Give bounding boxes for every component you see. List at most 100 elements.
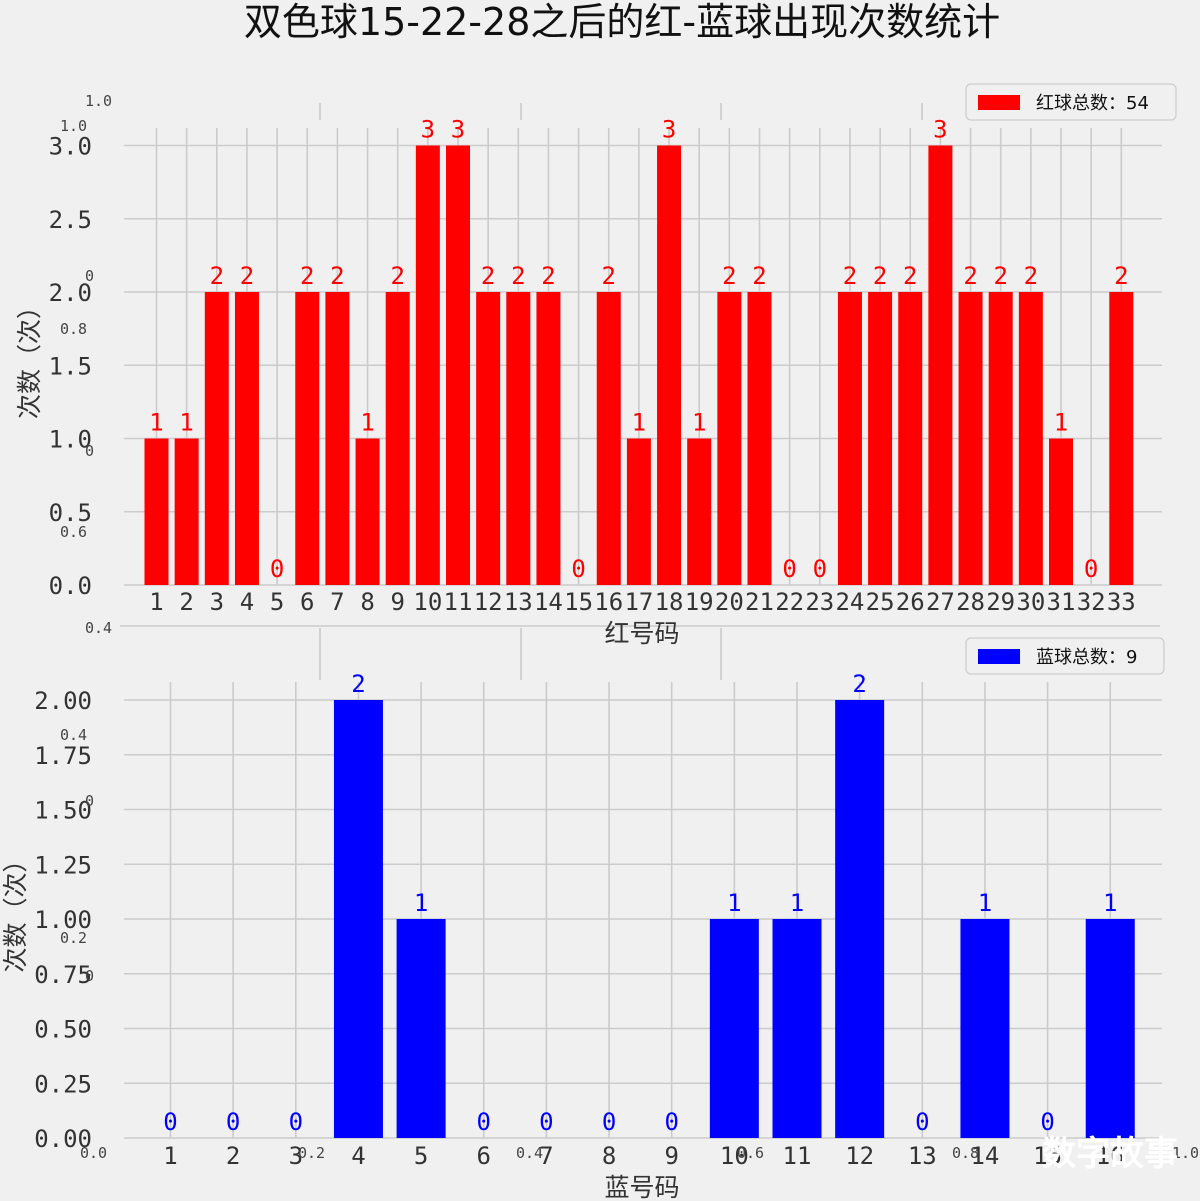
bar-value-label: 1: [1103, 889, 1117, 917]
legend-swatch: [978, 95, 1020, 110]
ghost-tick: 0: [85, 442, 94, 460]
bar: [325, 292, 350, 585]
bar-value-label: 1: [790, 889, 804, 917]
ghost-tick: 0.4: [85, 619, 112, 637]
ghost-tick: 0: [85, 267, 94, 285]
y-axis-label: 次数（次）: [15, 294, 44, 419]
ghost-tick: 0.2: [60, 929, 87, 947]
x-tick-label: 9: [390, 588, 404, 616]
bar-value-label: 2: [752, 262, 766, 290]
bar: [204, 292, 229, 585]
x-tick-label: 10: [720, 1142, 749, 1170]
x-tick-label: 33: [1107, 588, 1136, 616]
x-axis-label: 蓝号码: [604, 1173, 679, 1201]
bar-value-label: 0: [813, 555, 827, 583]
x-tick-label: 21: [745, 588, 774, 616]
bar-value-label: 2: [330, 262, 344, 290]
bar: [506, 292, 531, 585]
bar-value-label: 1: [1054, 409, 1068, 437]
y-tick-label: 0.0: [49, 572, 92, 600]
bar: [385, 292, 410, 585]
bar: [295, 292, 320, 585]
x-tick-label: 14: [534, 588, 563, 616]
x-tick-label: 11: [783, 1142, 812, 1170]
bar: [333, 700, 383, 1138]
bar-value-label: 2: [1024, 262, 1038, 290]
x-tick-label: 7: [330, 588, 344, 616]
bar-value-label: 3: [933, 116, 947, 144]
bar: [415, 145, 440, 585]
x-tick-label: 1: [149, 588, 163, 616]
x-tick-label: 2: [226, 1142, 240, 1170]
bar-value-label: 2: [1114, 262, 1128, 290]
y-tick-label: 2.00: [34, 687, 92, 715]
bar: [1109, 292, 1134, 585]
bar-value-label: 0: [226, 1108, 240, 1136]
bar: [476, 292, 501, 585]
bar-value-label: 0: [571, 555, 585, 583]
bar: [657, 145, 682, 585]
ghost-tick: 0.6: [60, 523, 87, 541]
legend-label: 红球总数：54: [1036, 93, 1149, 114]
x-tick-label: 29: [986, 588, 1015, 616]
bar-value-label: 1: [978, 889, 992, 917]
ghost-tick: 0: [85, 967, 94, 985]
x-tick-label: 14: [970, 1142, 999, 1170]
x-tick-label: 8: [602, 1142, 616, 1170]
ghost-tick: 0.4: [60, 726, 87, 744]
x-tick-label: 12: [845, 1142, 874, 1170]
x-tick-label: 19: [685, 588, 714, 616]
legend-box: [965, 637, 1165, 675]
bar-value-label: 2: [602, 262, 616, 290]
legend-swatch: [978, 649, 1020, 664]
y-tick-label: 0.5: [49, 499, 92, 527]
x-tick-label: 25: [866, 588, 895, 616]
bar-value-label: 2: [852, 670, 866, 698]
x-tick-label: 31: [1047, 588, 1076, 616]
x-tick-label: 6: [300, 588, 314, 616]
ghost-tick: 0: [85, 792, 94, 810]
bar: [1018, 292, 1043, 585]
bar: [958, 292, 983, 585]
ghost-left-ticks: 1.0 1.0 0 0.8 0 0.6 0.4 0.4 0 0.2 0 0.0: [60, 92, 112, 1162]
x-tick-label: 9: [664, 1142, 678, 1170]
legend-label: 蓝球总数：9: [1036, 647, 1137, 668]
y-tick-label: 1.5: [49, 352, 92, 380]
bar: [234, 292, 259, 585]
bar-value-label: 1: [727, 889, 741, 917]
x-tick-label: 3: [289, 1142, 303, 1170]
y-tick-label: 1.25: [34, 851, 92, 879]
bar-value-label: 1: [632, 409, 646, 437]
ghost-tick: 1.0: [60, 117, 87, 135]
x-tick-label: 4: [240, 588, 254, 616]
blue-ball-plot: 0.000.250.500.751.001.251.501.752.000 0 02…: [1, 637, 1165, 1201]
bar-value-label: 0: [270, 555, 284, 583]
bar-value-label: 2: [903, 262, 917, 290]
bar: [596, 292, 621, 585]
x-tick-label: 7: [539, 1142, 553, 1170]
x-tick-label: 13: [504, 588, 533, 616]
y-tick-label: 2.0: [49, 279, 92, 307]
bar-value-label: 1: [360, 409, 374, 437]
y-tick-label: 1.00: [34, 906, 92, 934]
ghost-tick: 1.0: [1172, 1144, 1199, 1162]
y-tick-label: 0.25: [34, 1070, 92, 1098]
bar-value-label: 2: [210, 262, 224, 290]
bar: [709, 919, 759, 1138]
bar: [536, 292, 561, 585]
ghost-bottom-ticks: 0.2 0.4 0.6 0.8 1.0: [298, 1144, 1199, 1162]
bar: [687, 438, 712, 585]
x-tick-label: 16: [1096, 1142, 1125, 1170]
y-tick-label: 0.50: [34, 1016, 92, 1044]
bar-value-label: 2: [963, 262, 977, 290]
y-tick-label: 3.0: [49, 133, 92, 161]
bar: [174, 438, 199, 585]
bar: [868, 292, 893, 585]
bar-value-label: 1: [414, 889, 428, 917]
bar-value-label: 0: [539, 1108, 553, 1136]
x-tick-label: 18: [655, 588, 684, 616]
bar-value-label: 2: [240, 262, 254, 290]
y-tick-label: 2.5: [49, 206, 92, 234]
bar: [446, 145, 470, 585]
